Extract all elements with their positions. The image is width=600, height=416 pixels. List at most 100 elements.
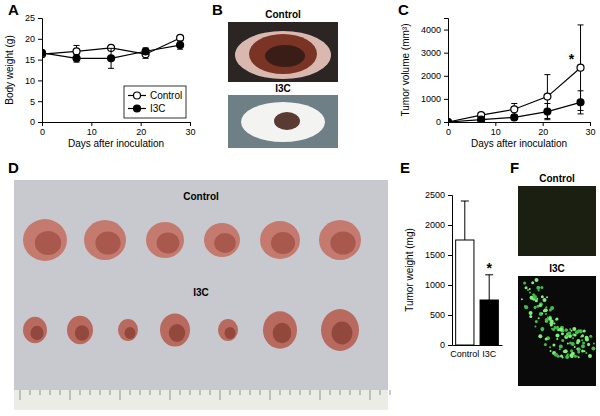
- tick-label: 20: [136, 127, 146, 137]
- ruler-tick: [230, 390, 231, 395]
- signal-dot: [546, 296, 548, 298]
- tick-mark: [448, 345, 452, 346]
- tick: I3C: [482, 349, 497, 359]
- signal-dot: [593, 343, 595, 345]
- tumor-shade: [332, 322, 353, 345]
- tick-mark: [448, 225, 452, 226]
- plot-area: [448, 25, 584, 122]
- panel-label: E: [400, 159, 410, 176]
- axis-line: [453, 345, 503, 346]
- tick-mark: [141, 122, 142, 126]
- ruler-tick: [210, 390, 211, 395]
- tick: 0: [30, 117, 42, 127]
- tick: 10: [87, 122, 97, 137]
- photo-frame: [518, 276, 596, 386]
- signal-dot: [544, 343, 547, 346]
- tick-label: 10: [25, 76, 35, 86]
- tumor: [118, 319, 138, 341]
- signal-dot: [565, 328, 568, 331]
- ruler-tick: [120, 390, 121, 400]
- signal-dot: [543, 309, 546, 312]
- panel-label: A: [8, 1, 19, 18]
- tick: 1500: [425, 250, 452, 260]
- signal-dot: [545, 306, 547, 308]
- signal-dot: [583, 330, 586, 333]
- bar: [456, 240, 474, 345]
- signal-dot: [577, 350, 580, 353]
- tick-label: 500: [430, 310, 445, 320]
- tick-mark: [448, 255, 452, 256]
- tick-label: 20: [25, 34, 35, 44]
- signal-dot: [536, 286, 540, 290]
- tick: 30: [585, 122, 595, 137]
- tick-label: 10: [87, 127, 97, 137]
- signal-dot: [538, 317, 540, 319]
- ruler-tick: [140, 390, 141, 395]
- tick-mark: [38, 60, 42, 61]
- signal-dot: [564, 349, 568, 353]
- signal-dot: [576, 339, 580, 343]
- legend-marker: [134, 105, 141, 112]
- ruler-tick: [310, 390, 311, 395]
- y-axis-title: Tumor volume (mm³): [400, 24, 411, 117]
- tumor: [146, 222, 184, 258]
- signal-dot: [555, 327, 557, 329]
- signal-dot: [538, 334, 542, 338]
- ruler-tick: [70, 390, 71, 400]
- signal-dot: [587, 343, 590, 346]
- tick-label: 1500: [425, 250, 445, 260]
- photo: [14, 180, 390, 410]
- y-axis: 05001000150020002500: [425, 190, 453, 350]
- tumor: [84, 220, 126, 260]
- tumor: [218, 319, 238, 341]
- signal-dot: [591, 347, 595, 351]
- signal-dot: [577, 329, 580, 332]
- tumor: [67, 316, 93, 345]
- panel-label: F: [510, 159, 519, 176]
- tick: 10: [25, 76, 42, 86]
- ruler-tick: [30, 390, 31, 395]
- image-label: Control: [183, 191, 219, 202]
- tick-label: 15: [25, 55, 35, 65]
- ruler-tick: [330, 390, 331, 395]
- signal-dot: [574, 346, 576, 348]
- ruler-tick: [370, 390, 371, 400]
- mouse: [241, 102, 325, 142]
- photo-frame: [228, 22, 338, 82]
- signal-dot: [550, 323, 553, 326]
- series-line: [448, 68, 581, 122]
- ruler-tick: [180, 390, 181, 395]
- signal-dot: [545, 313, 547, 315]
- tick-mark: [38, 122, 42, 123]
- ruler-tick: [270, 390, 271, 400]
- signal-dot: [570, 355, 573, 358]
- legend-label: I3C: [150, 103, 166, 114]
- tumor: [249, 34, 317, 74]
- signal-dot: [559, 348, 561, 350]
- tumor-shade: [125, 327, 136, 339]
- photo-frame: [228, 95, 338, 148]
- signal-dot: [534, 306, 537, 309]
- error-bar: [578, 91, 584, 114]
- ruler-tick: [170, 390, 171, 400]
- tick-label: 10: [491, 127, 501, 137]
- tumor-shade: [330, 231, 355, 254]
- tick: 0: [446, 122, 451, 137]
- tick-label: 1000: [425, 280, 445, 290]
- signal-dot: [550, 319, 554, 323]
- signal-dot: [538, 290, 540, 292]
- ruler-tick: [90, 390, 91, 395]
- ruler-tick: [380, 390, 381, 395]
- ruler-tick: [280, 390, 281, 395]
- ruler-tick: [220, 390, 221, 400]
- photo-frame: [518, 186, 596, 256]
- x-axis-title: Days after inoculation: [68, 138, 164, 149]
- signal-dot: [555, 319, 557, 321]
- tick: 4000: [421, 25, 448, 35]
- signal-dot: [556, 338, 558, 340]
- signal-dot: [557, 355, 560, 358]
- data-point: [511, 106, 518, 113]
- signal-dot: [581, 344, 585, 348]
- panel-label: B: [212, 1, 223, 18]
- series-line: [448, 102, 581, 122]
